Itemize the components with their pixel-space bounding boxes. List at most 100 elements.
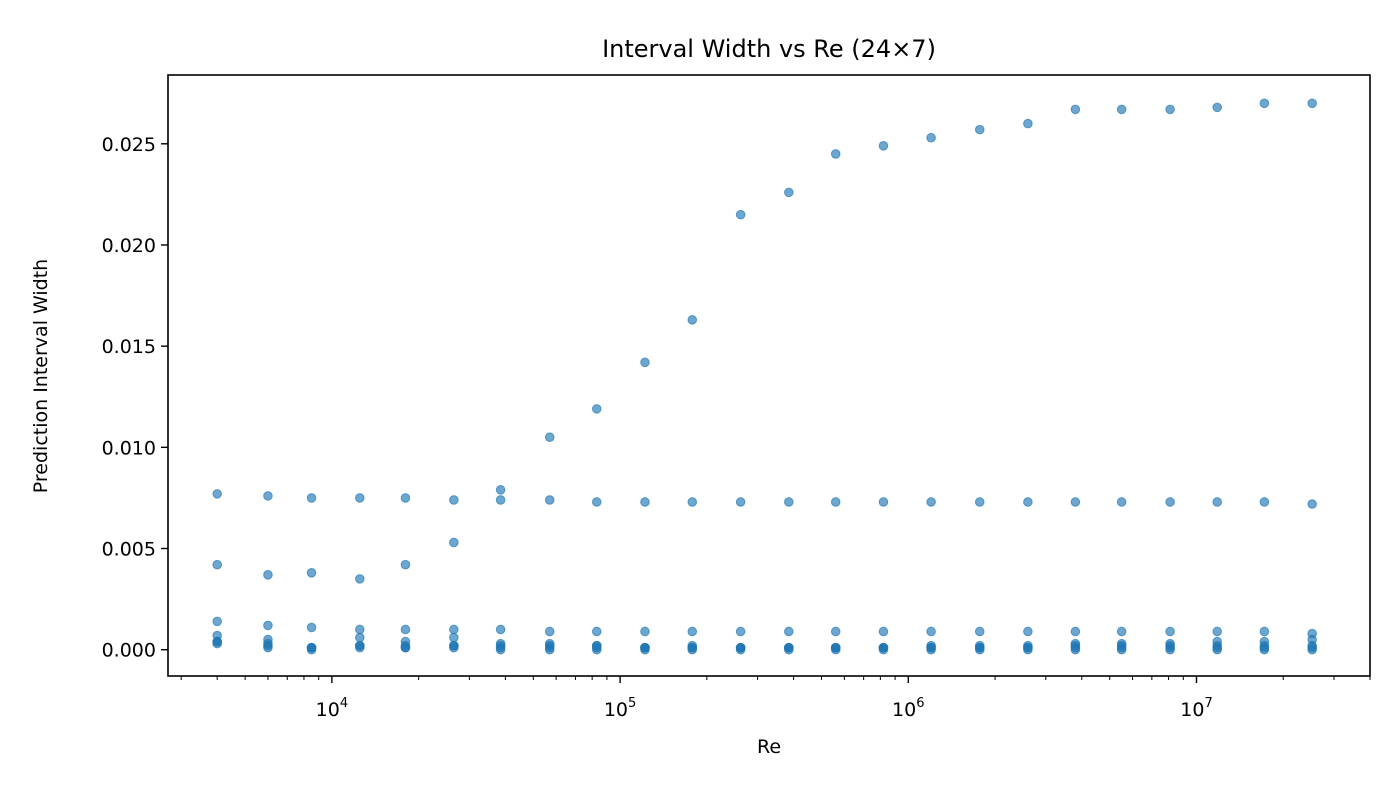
data-point: [355, 632, 365, 643]
data-point: [544, 495, 555, 505]
data-point: [1165, 497, 1175, 507]
data-point: [974, 626, 985, 637]
data-point: [878, 644, 889, 655]
data-point: [495, 495, 506, 505]
data-point: [640, 497, 650, 507]
data-point: [1307, 98, 1317, 109]
data-point: [449, 537, 459, 548]
x-tick-label: 105: [604, 696, 636, 721]
data-point: [544, 432, 555, 443]
data-point: [212, 489, 222, 499]
data-point: [1259, 497, 1270, 507]
data-point: [830, 626, 841, 637]
data-point: [449, 642, 459, 653]
data-point: [878, 626, 889, 637]
data-point: [974, 124, 985, 135]
y-tick-label: 0.020: [102, 235, 156, 257]
x-tick-base: 10: [1180, 699, 1204, 721]
data-point: [495, 485, 506, 495]
y-axis-label: Prediction Interval Width: [30, 259, 52, 493]
data-point: [1023, 497, 1033, 507]
data-point: [449, 495, 459, 505]
data-point: [355, 642, 365, 653]
data-point: [263, 620, 273, 631]
x-tick-label: 106: [892, 696, 924, 721]
data-point: [640, 644, 650, 655]
y-tick-label: 0.025: [102, 134, 156, 156]
data-point: [735, 626, 746, 637]
data-point: [784, 626, 794, 637]
data-point: [878, 497, 889, 507]
data-point: [212, 616, 222, 627]
data-point: [687, 626, 698, 637]
data-point: [544, 626, 555, 637]
data-point: [1165, 626, 1175, 637]
x-tick-exponent: 7: [1204, 696, 1212, 711]
data-point: [263, 642, 273, 653]
data-point: [1023, 626, 1033, 637]
data-point: [306, 644, 317, 655]
data-point: [830, 149, 841, 159]
y-tick-label: 0.005: [102, 539, 156, 561]
x-tick-label: 104: [316, 696, 348, 721]
x-tick-exponent: 5: [628, 696, 636, 711]
data-point: [1070, 626, 1081, 637]
data-point: [1070, 497, 1081, 507]
data-point: [926, 644, 936, 655]
data-point: [687, 315, 698, 325]
data-point: [687, 497, 698, 507]
data-point: [400, 624, 411, 635]
x-tick-label: 107: [1180, 696, 1212, 721]
y-tick-label: 0.010: [102, 437, 156, 459]
data-point: [1212, 626, 1223, 637]
data-point: [784, 187, 794, 198]
data-point: [1307, 499, 1317, 509]
data-point: [1165, 104, 1175, 115]
x-tick-base: 10: [892, 699, 916, 721]
data-point: [400, 642, 411, 653]
data-point: [1116, 497, 1127, 507]
data-point: [355, 624, 365, 635]
data-point: [544, 644, 555, 655]
data-point: [1023, 118, 1033, 129]
data-point: [1212, 497, 1223, 507]
data-point: [306, 493, 317, 503]
data-point: [640, 357, 650, 368]
data-point: [355, 574, 365, 584]
y-tick-label: 0.015: [102, 336, 156, 358]
data-point: [735, 209, 746, 220]
data-point: [449, 624, 459, 635]
data-point: [1116, 104, 1127, 115]
data-point: [306, 567, 317, 578]
data-point: [306, 622, 317, 633]
data-point: [1212, 644, 1223, 655]
data-point: [263, 491, 273, 501]
data-point: [1165, 644, 1175, 655]
data-point: [1070, 104, 1081, 115]
data-point: [878, 141, 889, 151]
data-point: [1259, 98, 1270, 109]
data-point: [1116, 626, 1127, 637]
data-point: [784, 644, 794, 655]
data-point: [830, 644, 841, 655]
data-point: [212, 638, 222, 649]
y-tick-label: 0.000: [102, 640, 156, 662]
data-point: [1307, 644, 1317, 655]
data-point: [735, 497, 746, 507]
data-point: [1023, 644, 1033, 655]
x-tick-base: 10: [604, 699, 628, 721]
data-point: [1259, 644, 1270, 655]
data-point: [400, 559, 411, 570]
data-point: [400, 493, 411, 503]
data-point: [591, 404, 602, 414]
data-point: [974, 497, 985, 507]
data-point: [449, 632, 459, 643]
chart-title: Interval Width vs Re (24×7): [602, 35, 936, 63]
data-point: [495, 644, 506, 655]
plot-frame: [167, 74, 1371, 677]
x-tick-exponent: 4: [340, 696, 348, 711]
data-points: [212, 98, 1317, 655]
